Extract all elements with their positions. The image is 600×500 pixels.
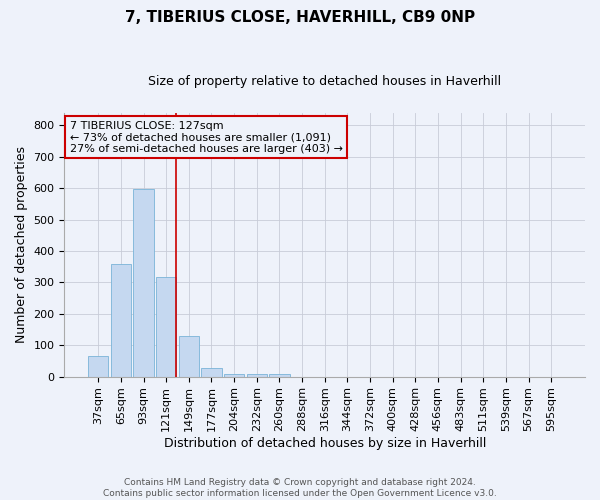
Bar xyxy=(224,374,244,376)
Bar xyxy=(247,374,267,376)
Bar xyxy=(156,277,176,376)
Text: 7, TIBERIUS CLOSE, HAVERHILL, CB9 0NP: 7, TIBERIUS CLOSE, HAVERHILL, CB9 0NP xyxy=(125,10,475,25)
Text: 7 TIBERIUS CLOSE: 127sqm
← 73% of detached houses are smaller (1,091)
27% of sem: 7 TIBERIUS CLOSE: 127sqm ← 73% of detach… xyxy=(70,120,343,154)
Bar xyxy=(111,264,131,376)
Bar xyxy=(179,336,199,376)
Title: Size of property relative to detached houses in Haverhill: Size of property relative to detached ho… xyxy=(148,75,501,88)
Bar xyxy=(201,368,221,376)
Bar xyxy=(133,189,154,376)
Bar xyxy=(88,356,109,376)
X-axis label: Distribution of detached houses by size in Haverhill: Distribution of detached houses by size … xyxy=(164,437,486,450)
Y-axis label: Number of detached properties: Number of detached properties xyxy=(15,146,28,343)
Text: Contains HM Land Registry data © Crown copyright and database right 2024.
Contai: Contains HM Land Registry data © Crown c… xyxy=(103,478,497,498)
Bar xyxy=(269,374,290,376)
